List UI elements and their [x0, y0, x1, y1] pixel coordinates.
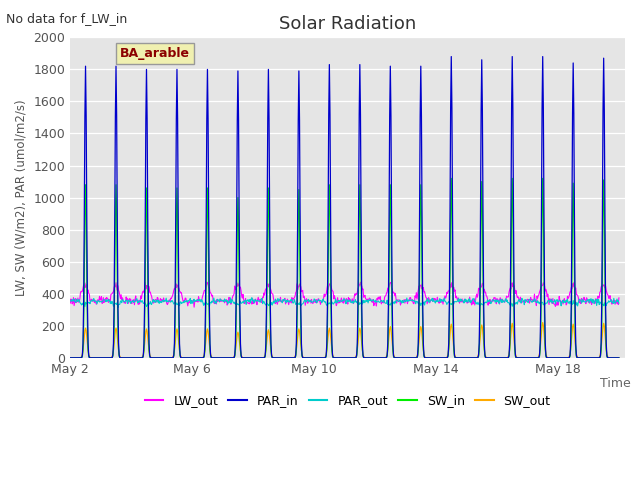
SW_out [327, 334, 335, 339]
LW_out [203, 279, 211, 285]
Y-axis label: LW, SW (W/m2), PAR (umol/m2/s): LW, SW (W/m2), PAR (umol/m2/s) [15, 99, 28, 296]
PAR_in [607, 355, 615, 360]
LW_out [615, 295, 623, 301]
SW_in [605, 355, 612, 360]
SW_in [428, 355, 435, 360]
PAR_in [399, 355, 407, 360]
SW_out [615, 355, 623, 360]
X-axis label: Time: Time [600, 377, 630, 390]
LW_out [401, 297, 408, 303]
SW_in [615, 355, 623, 360]
LW_out [84, 288, 92, 293]
PAR_in [84, 301, 92, 307]
Line: SW_out: SW_out [70, 323, 619, 358]
LW_out [429, 299, 436, 304]
PAR_out [114, 305, 122, 311]
PAR_out [248, 295, 256, 300]
PAR_out [67, 298, 74, 303]
PAR_out [401, 298, 408, 303]
PAR_out [429, 299, 436, 304]
Line: LW_out: LW_out [70, 282, 619, 307]
PAR_out [615, 300, 623, 306]
SW_out [539, 320, 547, 325]
Line: PAR_out: PAR_out [70, 298, 619, 308]
LW_out [608, 301, 616, 307]
SW_in [399, 355, 407, 360]
SW_in [327, 274, 335, 279]
SW_out [605, 355, 612, 360]
Line: PAR_in: PAR_in [70, 57, 619, 358]
SW_out [607, 355, 615, 360]
Line: SW_in: SW_in [70, 179, 619, 358]
SW_out [428, 355, 435, 360]
LW_out [67, 300, 74, 306]
PAR_in [447, 54, 455, 60]
PAR_out [605, 299, 613, 305]
PAR_out [84, 300, 92, 306]
LW_out [190, 304, 198, 310]
Text: No data for f_LW_in: No data for f_LW_in [6, 12, 127, 25]
SW_in [84, 323, 92, 329]
Legend: LW_out, PAR_in, PAR_out, SW_in, SW_out: LW_out, PAR_in, PAR_out, SW_in, SW_out [140, 389, 556, 412]
LW_out [328, 287, 336, 293]
SW_in [447, 176, 455, 181]
SW_in [607, 355, 615, 360]
SW_out [67, 355, 74, 360]
PAR_in [327, 217, 335, 223]
Text: BA_arable: BA_arable [120, 47, 190, 60]
PAR_in [615, 355, 623, 360]
PAR_out [328, 299, 336, 305]
LW_out [605, 295, 613, 301]
PAR_in [428, 355, 435, 360]
PAR_in [67, 355, 74, 360]
PAR_out [608, 300, 616, 305]
SW_out [399, 355, 407, 360]
SW_in [67, 355, 74, 360]
SW_out [84, 341, 92, 347]
Title: Solar Radiation: Solar Radiation [279, 15, 416, 33]
PAR_in [605, 355, 612, 360]
